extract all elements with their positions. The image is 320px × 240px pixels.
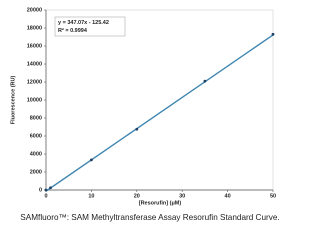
x-tick-label: 30 <box>179 193 185 199</box>
plot-frame <box>45 9 274 191</box>
data-point <box>44 188 48 192</box>
caption: SAMfluoro™: SAM Methyltransferase Assay … <box>20 213 279 222</box>
data-point <box>49 186 52 190</box>
data-point <box>90 158 93 162</box>
chart: [Resorufin] (μM) Fluorescence (RU) y = 3… <box>10 7 279 222</box>
r-squared: R² = 0.9994 <box>58 27 88 34</box>
y-tick-label: 16000 <box>27 43 42 49</box>
x-tick-label: 0 <box>44 193 47 199</box>
x-tick-label: 40 <box>225 193 231 199</box>
page: [Resorufin] (μM) Fluorescence (RU) y = 3… <box>10 7 280 223</box>
x-tick-label: 10 <box>88 193 94 199</box>
trendline <box>45 34 274 192</box>
x-tick-label: 20 <box>134 193 140 199</box>
y-tick-label: 12000 <box>27 79 42 85</box>
y-tick-label: 4000 <box>30 151 42 157</box>
x-axis-title: [Resorufin] (μM) <box>139 200 182 206</box>
y-tick-label: 6000 <box>30 133 42 139</box>
data-point <box>271 32 275 36</box>
equation: y = 347.07x - 125.42 <box>58 20 109 26</box>
y-tick-label: 20000 <box>27 7 42 13</box>
equation-box <box>54 16 126 37</box>
data-point <box>135 127 139 131</box>
y-axis-title: Fluorescence (RU) <box>10 76 16 125</box>
y-tick-label: 0 <box>39 187 42 193</box>
data-point <box>203 79 207 83</box>
x-tick-label: 50 <box>270 193 276 199</box>
y-tick-label: 8000 <box>30 115 42 121</box>
y-tick-label: 14000 <box>27 61 42 67</box>
y-tick-label: 2000 <box>30 169 42 175</box>
y-tick-label: 18000 <box>27 25 42 31</box>
y-tick-label: 10000 <box>27 97 42 103</box>
